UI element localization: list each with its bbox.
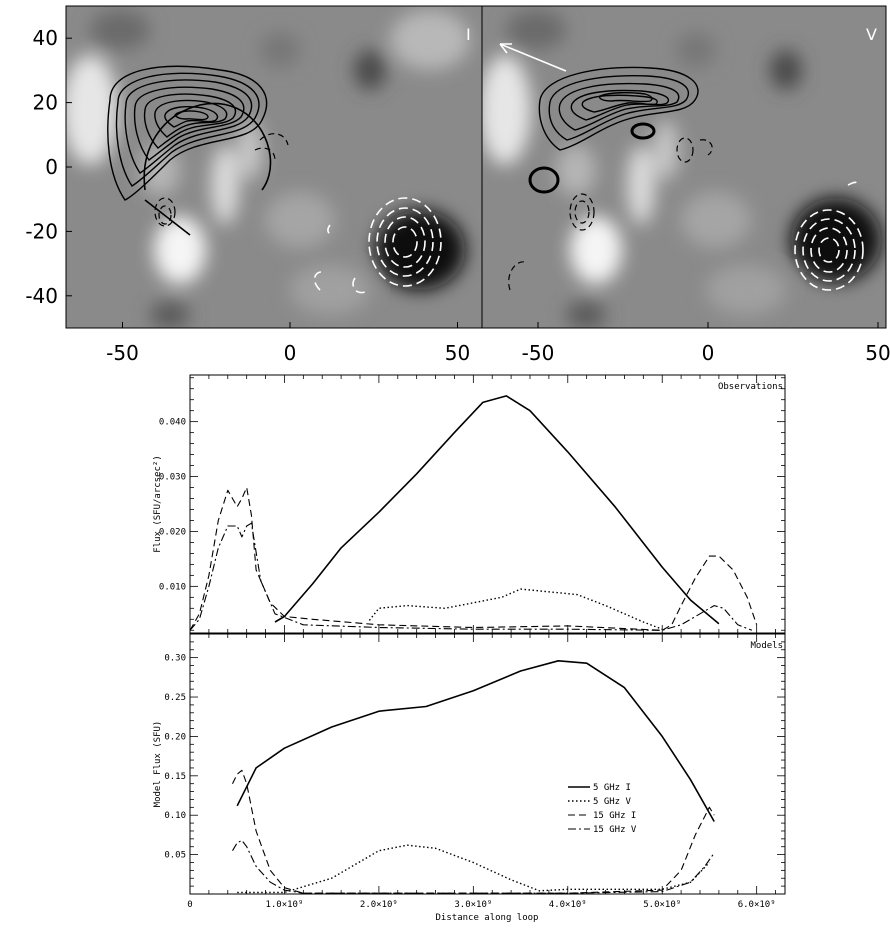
right-xtick-label: -50 [522, 341, 555, 365]
series-line-dashed [232, 769, 715, 894]
observations-ylabel: Flux (SFU/arcsec²) [153, 455, 163, 553]
left-image-label: I [466, 25, 471, 44]
left-xtick-label: 0 [284, 341, 297, 365]
series-line-dashed [190, 486, 758, 631]
series-line-dotted [368, 588, 663, 630]
models-ylabel: Model Flux (SFU) [153, 721, 163, 808]
left-dashed-contours-black [154, 133, 289, 227]
observations-annotation: Observations [718, 382, 783, 392]
models-plot: 0.05 0.10 0.15 0.20 0.25 0.30 0 1.0×10⁹ 2.0×10⁹ 3… [153, 633, 786, 923]
ytick-label: 0.20 [164, 732, 186, 742]
left-contours [107, 65, 272, 236]
left-image-panel: I [65, 5, 483, 329]
ytick-label: -20 [25, 219, 58, 243]
series-line-dotted [237, 844, 710, 894]
ytick-label: 0.10 [164, 811, 186, 821]
right-dashed-contours-black [508, 137, 713, 291]
models-series [232, 660, 715, 894]
xtick-label: 0 [187, 900, 192, 910]
ytick-label: 0.05 [164, 851, 186, 861]
left-xtick-label: 50 [445, 341, 470, 365]
ytick-label: 0 [45, 155, 58, 179]
ytick-label: 0.020 [159, 527, 186, 537]
xtick-label: 6.0×10⁹ [738, 900, 776, 910]
left-dashed-contours-white [313, 197, 442, 294]
right-contours [538, 66, 699, 151]
ytick-label: -40 [25, 284, 58, 308]
models-legend: 5 GHz I 5 GHz V 15 GHz I 15 GHz V [568, 783, 637, 835]
right-image-label: V [866, 25, 877, 44]
ytick-label: 0.010 [159, 582, 186, 592]
ytick-label: 0.030 [159, 473, 186, 483]
xtick-label: 2.0×10⁹ [360, 900, 398, 910]
xtick-label: 5.0×10⁹ [643, 900, 681, 910]
series-line-dashdot [190, 522, 753, 631]
xtick-label: 4.0×10⁹ [549, 900, 587, 910]
left-xtick-label: -50 [106, 341, 139, 365]
legend-label: 5 GHz V [593, 797, 632, 807]
series-line-solid [274, 395, 720, 625]
series-line-dashdot [232, 839, 715, 894]
models-xlabel: Distance along loop [436, 913, 539, 923]
right-image-panel: V [481, 5, 887, 329]
right-grayscale-background [482, 10, 881, 328]
xtick-label: 3.0×10⁹ [454, 900, 492, 910]
ytick-label: 0.25 [164, 693, 186, 703]
ytick-label: 20 [33, 91, 58, 115]
models-ticks: 0.05 0.10 0.15 0.20 0.25 0.30 0 1.0×10⁹ 2.0×10⁹ 3… [164, 633, 785, 910]
xtick-label: 1.0×10⁹ [265, 900, 303, 910]
observations-series [190, 395, 758, 631]
ytick-label: 0.040 [159, 418, 186, 428]
legend-label: 15 GHz I [593, 811, 636, 821]
observations-ticks: 0.010 0.020 0.030 0.040 [159, 375, 785, 633]
image-axes: -50 0 50 -50 0 50 40 20 0 -20 -40 [25, 26, 890, 365]
direction-arrow [499, 43, 567, 72]
ytick-label: 0.15 [164, 772, 186, 782]
left-grayscale-background [66, 10, 470, 328]
right-xtick-label: 0 [702, 341, 715, 365]
legend-label: 15 GHz V [593, 825, 637, 835]
ytick-label: 0.30 [164, 654, 186, 664]
series-line-solid [236, 660, 715, 822]
observations-plot: 0.010 0.020 0.030 0.040 Observations Flux (… [153, 374, 786, 634]
models-annotation: Models [750, 641, 783, 651]
legend-label: 5 GHz I [593, 783, 631, 793]
right-thick-contours [528, 122, 656, 194]
right-xtick-label: 50 [865, 341, 890, 365]
right-dashed-contours-white [794, 181, 864, 291]
ytick-label: 40 [33, 26, 58, 50]
